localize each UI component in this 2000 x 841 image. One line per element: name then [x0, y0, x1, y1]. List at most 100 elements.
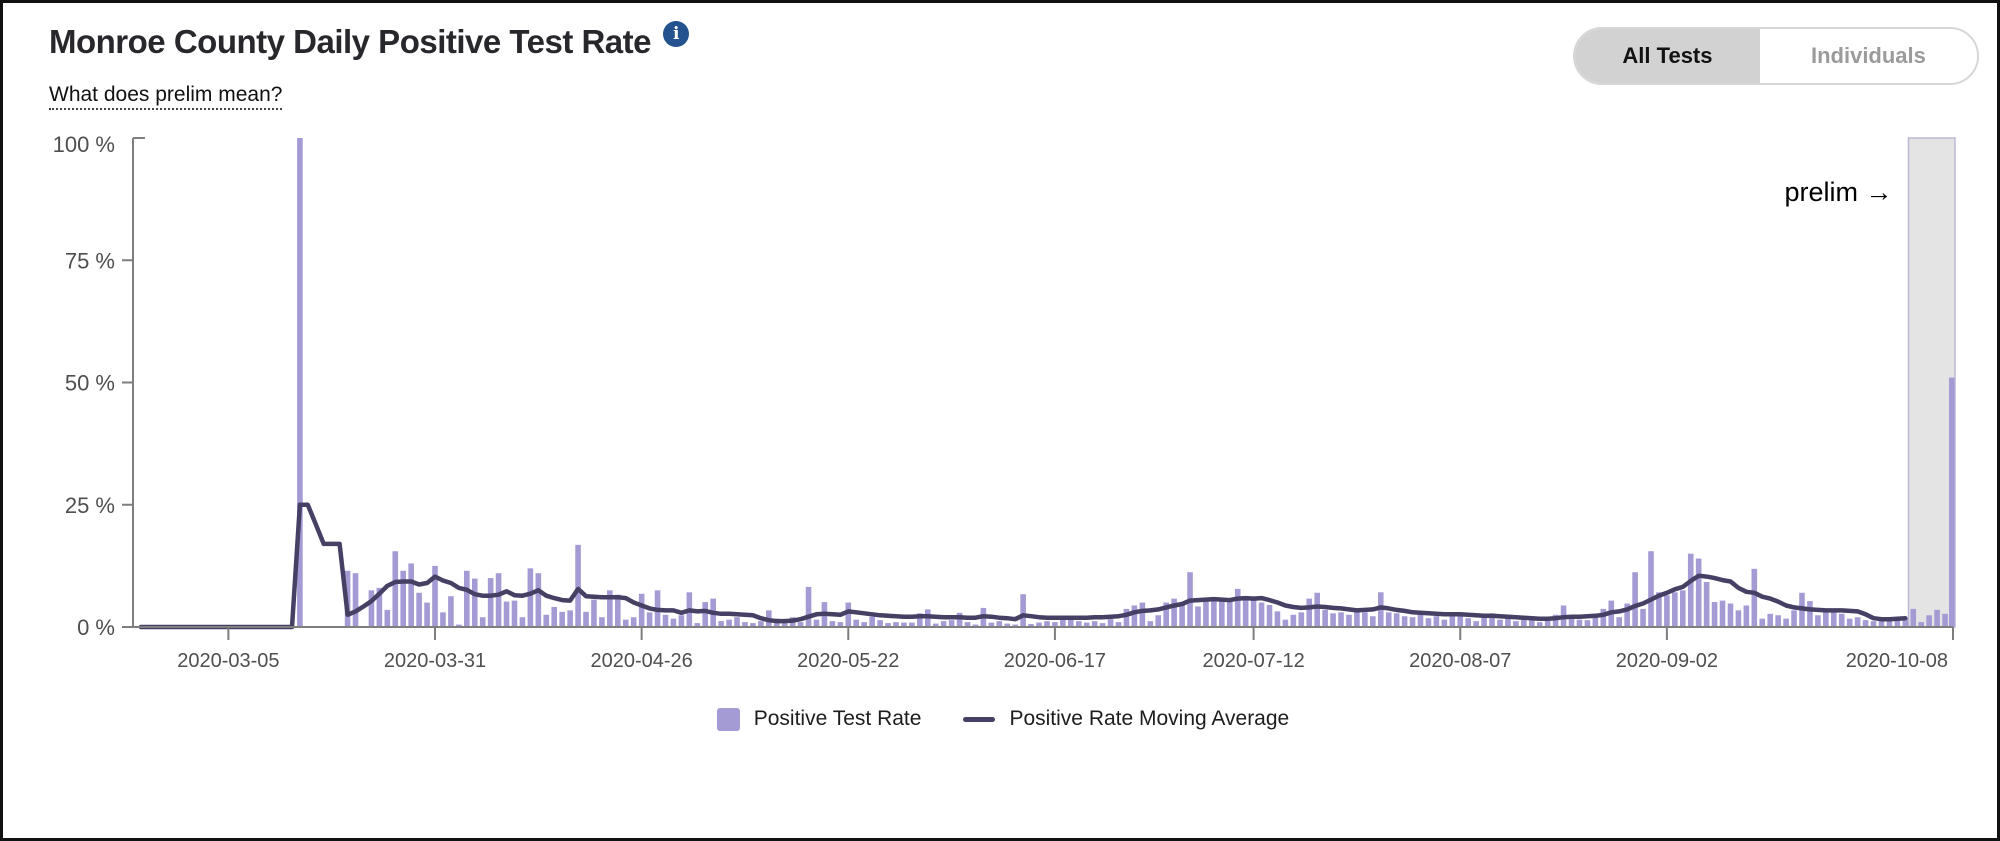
bar[interactable]	[1115, 622, 1122, 627]
bar[interactable]	[1195, 606, 1201, 627]
bar[interactable]	[440, 612, 446, 627]
bar[interactable]	[1266, 604, 1273, 627]
bar[interactable]	[400, 570, 407, 627]
bar[interactable]	[519, 617, 526, 627]
bar[interactable]	[551, 606, 558, 627]
bar[interactable]	[1147, 621, 1154, 627]
bar[interactable]	[1536, 622, 1543, 627]
bar[interactable]	[726, 619, 732, 627]
bar[interactable]	[543, 614, 550, 627]
bar[interactable]	[1282, 619, 1289, 627]
bar[interactable]	[1576, 619, 1583, 627]
bar[interactable]	[1695, 558, 1702, 627]
bar[interactable]	[535, 573, 542, 627]
bar[interactable]	[1830, 612, 1837, 627]
bar[interactable]	[622, 619, 629, 627]
bar[interactable]	[1640, 608, 1646, 627]
bar[interactable]	[1648, 551, 1654, 627]
bar[interactable]	[813, 619, 820, 627]
bar[interactable]	[909, 622, 915, 627]
bar[interactable]	[1107, 619, 1114, 627]
bar[interactable]	[1131, 605, 1138, 627]
bar[interactable]	[1846, 618, 1853, 627]
bar[interactable]	[487, 578, 494, 627]
bar[interactable]	[1497, 619, 1503, 627]
bar[interactable]	[1687, 553, 1694, 627]
bar[interactable]	[1139, 602, 1146, 627]
bar[interactable]	[964, 622, 971, 627]
bar[interactable]	[630, 617, 637, 627]
bar[interactable]	[1838, 613, 1845, 627]
bar[interactable]	[591, 599, 597, 627]
bar[interactable]	[1306, 598, 1313, 627]
bar[interactable]	[1242, 600, 1249, 627]
bar[interactable]	[527, 568, 534, 627]
bar[interactable]	[297, 138, 303, 627]
bar[interactable]	[1949, 377, 1955, 627]
bar[interactable]	[1727, 603, 1734, 627]
bar[interactable]	[917, 613, 923, 627]
bar[interactable]	[1219, 597, 1225, 627]
bar[interactable]	[511, 600, 518, 627]
toggle-option-all-tests[interactable]: All Tests	[1575, 29, 1760, 83]
bar[interactable]	[1298, 612, 1305, 627]
bar[interactable]	[1926, 615, 1932, 627]
bar[interactable]	[1886, 618, 1893, 627]
bar[interactable]	[1020, 594, 1026, 627]
bar[interactable]	[1894, 619, 1901, 627]
bar[interactable]	[376, 587, 383, 627]
bar[interactable]	[1656, 592, 1662, 627]
bar[interactable]	[646, 612, 653, 627]
bar[interactable]	[1370, 616, 1376, 627]
bar[interactable]	[1274, 611, 1281, 627]
bar[interactable]	[1910, 608, 1917, 627]
bar[interactable]	[1401, 616, 1408, 627]
bar[interactable]	[1052, 622, 1058, 627]
bar[interactable]	[1338, 612, 1344, 627]
bar[interactable]	[1854, 617, 1861, 627]
bar[interactable]	[1457, 614, 1464, 627]
bar[interactable]	[503, 601, 510, 627]
bar[interactable]	[1942, 613, 1948, 627]
bar[interactable]	[1075, 621, 1082, 627]
bar[interactable]	[1425, 618, 1432, 627]
bar[interactable]	[694, 623, 701, 627]
bar[interactable]	[456, 624, 462, 627]
bar[interactable]	[567, 610, 573, 627]
bar[interactable]	[1179, 602, 1185, 627]
bar[interactable]	[1751, 568, 1758, 627]
bar[interactable]	[885, 623, 891, 627]
bar[interactable]	[1783, 618, 1789, 627]
bar[interactable]	[1703, 582, 1710, 627]
bar[interactable]	[1211, 597, 1217, 627]
bar[interactable]	[829, 621, 836, 627]
bar[interactable]	[1385, 612, 1392, 627]
bar[interactable]	[750, 623, 756, 627]
bar[interactable]	[869, 616, 875, 627]
bar[interactable]	[1028, 624, 1034, 627]
prelim-help-link[interactable]: What does prelim mean?	[49, 83, 283, 110]
bar[interactable]	[1870, 621, 1877, 627]
bar[interactable]	[1481, 617, 1487, 627]
bar[interactable]	[940, 621, 947, 627]
bar[interactable]	[1155, 615, 1162, 627]
bar[interactable]	[1664, 595, 1670, 627]
bar[interactable]	[1346, 614, 1352, 627]
bar[interactable]	[1679, 590, 1686, 627]
bar[interactable]	[384, 609, 391, 627]
bar[interactable]	[1616, 617, 1623, 627]
bar[interactable]	[893, 622, 899, 627]
bar[interactable]	[1807, 601, 1813, 627]
bar[interactable]	[1258, 602, 1265, 627]
bar[interactable]	[424, 602, 430, 627]
bar[interactable]	[599, 617, 605, 627]
bar[interactable]	[1584, 620, 1591, 627]
bar[interactable]	[718, 621, 724, 627]
bar[interactable]	[996, 621, 1003, 627]
bar[interactable]	[1068, 618, 1074, 627]
bar[interactable]	[1902, 618, 1909, 627]
bar[interactable]	[471, 578, 478, 627]
bar[interactable]	[1433, 616, 1440, 627]
bar[interactable]	[837, 622, 844, 627]
bar[interactable]	[1521, 616, 1527, 627]
